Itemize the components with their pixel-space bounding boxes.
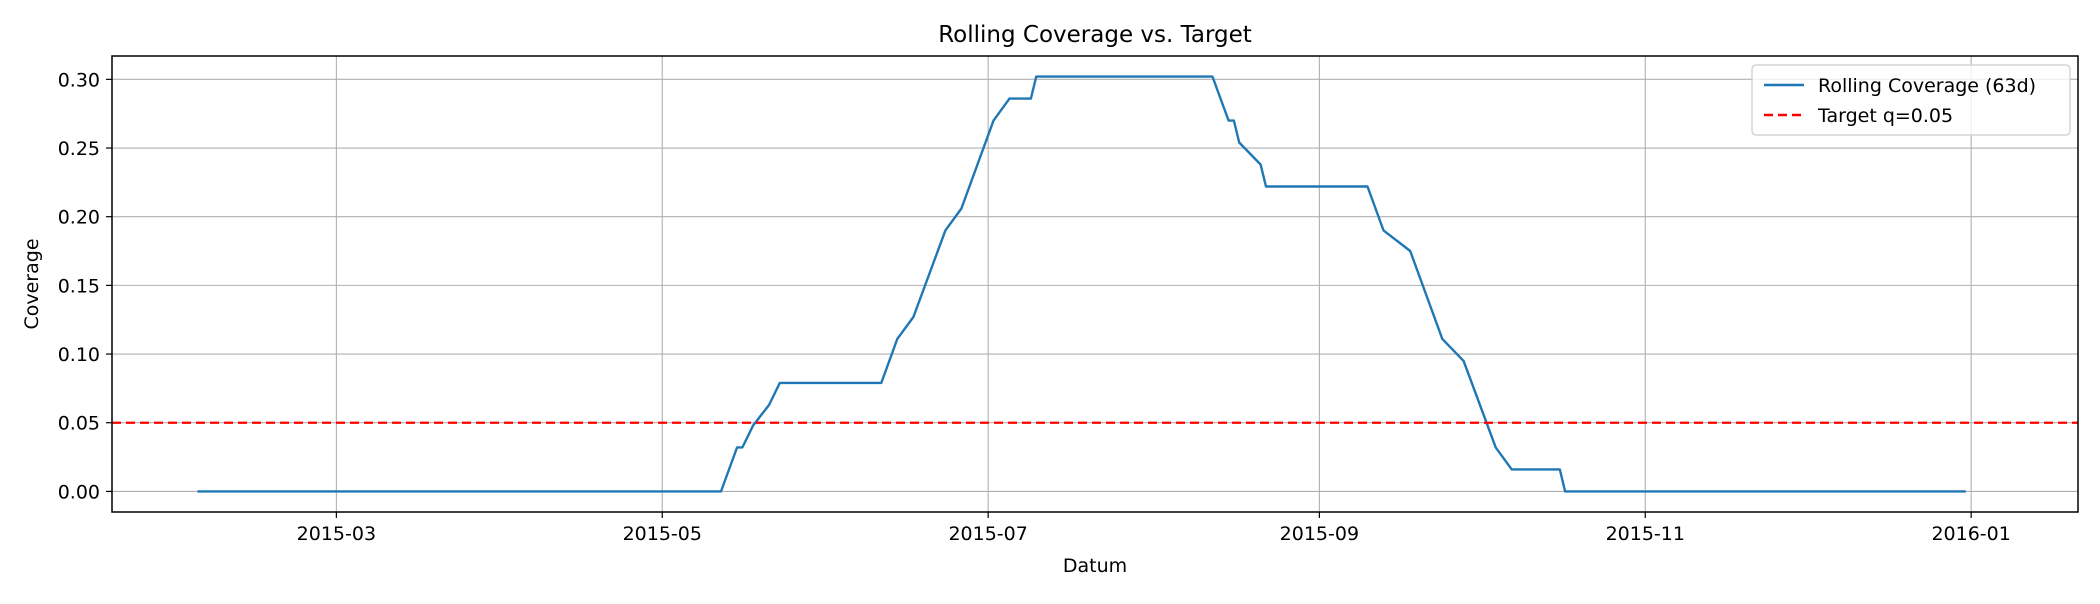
y-axis-label: Coverage (21, 238, 43, 329)
legend: Rolling Coverage (63d) Target q=0.05 (1751, 64, 2071, 136)
series-layer (112, 75, 2078, 493)
legend-label-rolling-coverage: Rolling Coverage (63d) (1818, 75, 2036, 97)
x-tick-label: 2015-11 (1606, 523, 1685, 545)
ticks: 2015-03 2015-05 2015-07 2015-09 2015-11 2016-… (58, 69, 2011, 545)
x-tick-label: 2015-07 (948, 523, 1027, 545)
plot-area-frame (111, 55, 2079, 513)
x-axis-label: Datum (1063, 555, 1127, 577)
y-tick-label: 0.30 (58, 69, 100, 91)
y-tick-label: 0.05 (58, 413, 100, 435)
y-tick-label: 0.20 (58, 207, 100, 229)
y-tick-label: 0.00 (58, 481, 100, 503)
x-tick-label: 2015-03 (297, 523, 376, 545)
x-tick-label: 2015-05 (623, 523, 702, 545)
x-tick-label: 2015-09 (1280, 523, 1359, 545)
legend-label-target: Target q=0.05 (1817, 105, 1953, 127)
rolling-coverage-line (197, 75, 1966, 493)
y-tick-label: 0.15 (58, 275, 100, 297)
x-tick-label: 2016-01 (1931, 523, 2010, 545)
y-tick-label: 0.10 (58, 344, 100, 366)
legend-box (1751, 64, 2071, 136)
y-tick-label: 0.25 (58, 138, 100, 160)
chart-title: Rolling Coverage vs. Target (938, 22, 1252, 48)
